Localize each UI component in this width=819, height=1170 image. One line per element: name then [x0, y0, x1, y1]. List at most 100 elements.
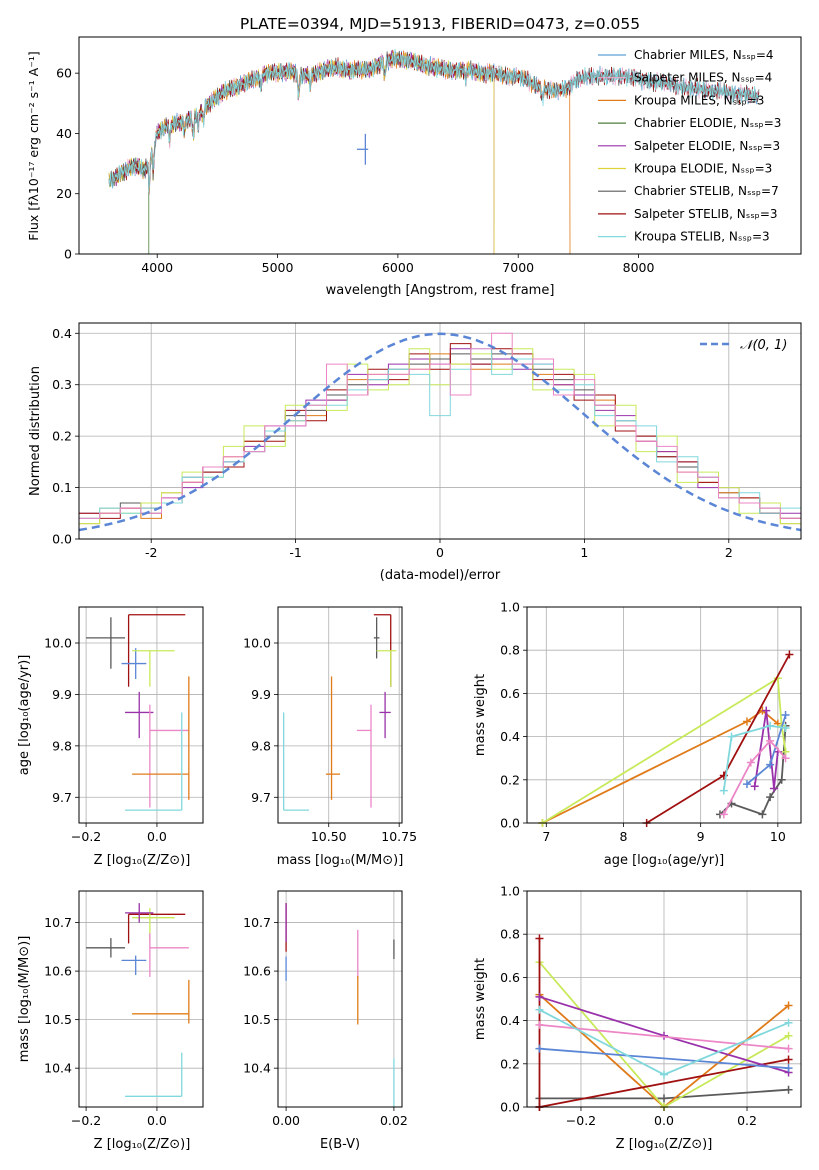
x-tick-label: 4000: [141, 260, 173, 275]
y-tick-label: 0.0: [500, 816, 520, 831]
weight-marker: [719, 810, 728, 819]
weight-marker: [784, 1031, 793, 1040]
weight-marker: [769, 784, 778, 793]
x-tick-label: 6000: [382, 260, 414, 275]
weight-marker: [535, 1044, 544, 1053]
weight-series-line: [539, 1058, 789, 1108]
legend-normal-label: 𝒩(0, 1): [740, 338, 787, 353]
y-tick-label: 10.0: [44, 636, 72, 651]
spectrum-series-line: [108, 48, 760, 192]
weight-marker: [535, 934, 544, 943]
y-tick-label: 0.4: [52, 326, 72, 341]
mass-vs-metallicity-panel: −0.2 0.010.410.510.610.7 Z [log₁₀(Z/Z⊙)] …: [17, 890, 204, 1152]
x-tick-label: 7: [542, 829, 550, 844]
x-tick-label: 0.02: [380, 1113, 408, 1128]
weight-age-xlabel: age [log₁₀(age/yr)]: [604, 853, 725, 868]
x-tick-label: 10.50: [311, 829, 347, 844]
errorbar-point: [132, 979, 190, 1024]
y-tick-label: 1.0: [500, 884, 520, 899]
weight-marker: [750, 782, 759, 791]
weight-series-line: [722, 724, 786, 791]
weight-z-ylabel: mass weight: [473, 958, 488, 1040]
weight-marker: [727, 732, 736, 741]
weight-marker: [766, 736, 775, 745]
legend-label: Kroupa MILES, Nₛₛₚ=3: [634, 93, 764, 107]
weight-series-line: [539, 1024, 789, 1050]
y-tick-label: 60: [56, 66, 72, 81]
y-tick-label: 10.5: [243, 1012, 271, 1027]
errorbar-point: [376, 650, 397, 687]
errorbar-point: [132, 650, 175, 687]
errorbar-point: [132, 676, 190, 800]
weight-series-line: [723, 739, 787, 815]
errorbar-point: [356, 133, 369, 165]
errorbar-point: [356, 704, 372, 808]
y-tick-label: 0.8: [500, 927, 520, 942]
x-tick-label: -2: [145, 545, 157, 560]
y-tick-label: 0.4: [500, 1013, 520, 1028]
y-tick-label: 0.2: [500, 772, 520, 787]
errorbar-point: [127, 913, 186, 944]
y-tick-label: 0.4: [500, 729, 520, 744]
weight-marker: [784, 1055, 793, 1064]
errorbar-point: [325, 676, 340, 800]
y-tick-label: 1.0: [500, 600, 520, 615]
weight-marker: [766, 760, 775, 769]
age-vs-mass-panel: 10.50 10.75 9.7 9.8 9.9 10.0 mass [log₁₀(M/M⊙…: [243, 133, 417, 868]
weight-marker: [781, 723, 790, 732]
x-tick-label: -1: [289, 545, 301, 560]
weight-marker: [784, 1001, 793, 1010]
y-tick-label: 0.0: [52, 532, 72, 547]
y-tick-label: 9.8: [52, 738, 72, 753]
y-tick-label: 10.7: [243, 915, 271, 930]
legend-label: Chabrier STELIB, Nₛₛₚ=7: [634, 184, 779, 198]
weight-series-line: [539, 1047, 789, 1069]
y-tick-label: 0.2: [52, 429, 72, 444]
x-tick-label: 9: [697, 829, 705, 844]
x-tick-label: 8: [620, 829, 628, 844]
weight-marker: [535, 1005, 544, 1014]
y-tick-label: 9.8: [251, 738, 271, 753]
weight-marker: [781, 754, 790, 763]
figure-title: PLATE=0394, MJD=51913, FIBERID=0473, z=0…: [240, 15, 640, 33]
weight-marker: [784, 1018, 793, 1027]
weight-marker: [535, 1020, 544, 1029]
errorbar-point: [379, 691, 391, 739]
legend-label: Chabrier ELODIE, Nₛₛₚ=3: [634, 116, 781, 130]
mass-vs-extinction-panel: 0.00 0.02 10.4 10.5 10.6 10.7 E(B-V): [243, 890, 408, 1152]
weight-marker: [781, 711, 790, 719]
y-tick-label: 10.4: [243, 1061, 271, 1076]
weight-series-line: [541, 676, 787, 824]
errorbar-point: [125, 691, 154, 739]
x-tick-label: 5000: [262, 260, 294, 275]
y-tick-label: 40: [56, 126, 72, 141]
residual-xlabel: (data-model)/error: [380, 568, 501, 583]
weight-marker: [784, 1044, 793, 1053]
weight-marker: [746, 758, 755, 767]
errorbar-point: [86, 617, 126, 669]
y-tick-label: 0.2: [500, 1056, 520, 1071]
weight-marker: [784, 1064, 793, 1073]
x-tick-label: −0.2: [71, 829, 101, 844]
mass-ebv-xlabel: E(B-V): [320, 1137, 360, 1152]
age-z-xlabel: Z [log₁₀(Z/Z⊙)]: [94, 853, 191, 868]
x-tick-label: 0.00: [272, 1113, 300, 1128]
legend-label: Kroupa ELODIE, Nₛₛₚ=3: [634, 162, 772, 176]
weight-marker: [784, 1085, 793, 1094]
weight-marker: [742, 780, 751, 789]
y-tick-label: 10.7: [44, 915, 72, 930]
weight-marker: [742, 717, 751, 726]
histogram-series: [78, 332, 801, 539]
spectrum-panel: 4000 5000 6000 7000 8000 0 20 40 60 wavelength […: [26, 36, 802, 298]
y-tick-label: 0: [64, 247, 72, 262]
spectrum-ylabel: Flux [fλ10⁻¹⁷ erg cm⁻² s⁻¹ A⁻¹]: [26, 51, 41, 240]
x-tick-label: 1: [580, 545, 588, 560]
weight-age-ylabel: mass weight: [473, 674, 488, 756]
y-tick-label: 10.0: [243, 636, 271, 651]
weight-marker: [535, 992, 544, 1001]
x-tick-label: 0: [436, 545, 444, 560]
weight-marker: [660, 1094, 668, 1103]
legend-label: Chabrier MILES, Nₛₛₚ=4: [634, 48, 774, 62]
y-tick-label: 9.7: [52, 790, 72, 805]
weight-series-line: [719, 725, 787, 816]
